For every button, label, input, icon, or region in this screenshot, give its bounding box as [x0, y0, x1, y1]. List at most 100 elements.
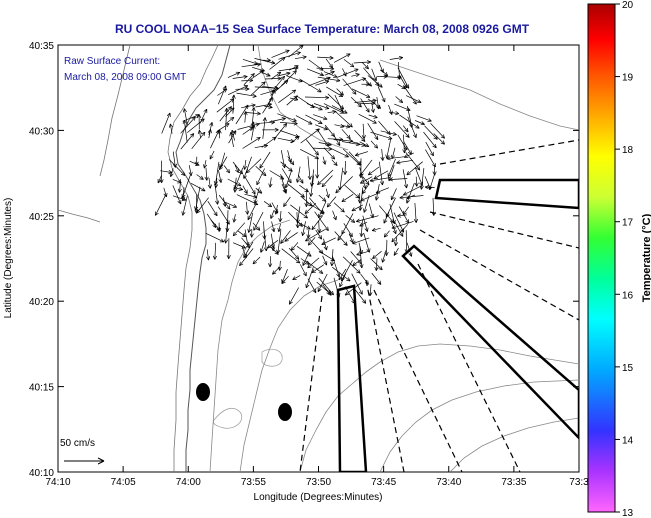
- current-vector-head: [368, 291, 371, 296]
- current-vector: [377, 86, 386, 103]
- current-vector-head: [206, 176, 209, 181]
- current-vector-head: [381, 258, 383, 263]
- current-vector: [294, 56, 307, 60]
- current-vector: [399, 75, 408, 89]
- current-vector: [214, 242, 217, 260]
- current-vector: [336, 68, 359, 78]
- current-vector-head: [256, 182, 261, 186]
- current-vector-head: [319, 120, 323, 124]
- current-vector-head: [278, 217, 281, 222]
- current-vector: [354, 129, 366, 142]
- current-vector-head: [358, 174, 362, 179]
- current-vector: [241, 237, 251, 249]
- current-vector-head: [184, 120, 187, 124]
- isobath-3: [299, 343, 579, 472]
- current-vector-head: [305, 214, 308, 219]
- current-vector-head: [242, 244, 246, 249]
- x-tick-label: 73:55: [241, 477, 266, 488]
- current-vector-head: [375, 189, 379, 194]
- current-vector: [333, 277, 340, 298]
- current-vector: [362, 215, 368, 232]
- current-vector-head: [247, 210, 250, 215]
- current-vector-head: [196, 161, 199, 166]
- current-vector-head: [222, 85, 227, 89]
- current-vector-head: [281, 279, 284, 284]
- current-vector: [278, 89, 296, 103]
- current-vector: [359, 246, 363, 269]
- current-vector: [286, 95, 298, 106]
- current-vector-head: [404, 249, 408, 254]
- current-vector-head: [197, 114, 200, 119]
- current-vector: [272, 267, 280, 275]
- current-vector-head: [202, 187, 206, 192]
- current-vector-head: [256, 62, 261, 65]
- current-vector-head: [251, 103, 256, 106]
- current-vector: [215, 161, 220, 185]
- current-vector-head: [178, 179, 182, 183]
- current-vector: [227, 71, 240, 78]
- current-vector-head: [305, 284, 310, 289]
- current-vector-head: [312, 290, 317, 294]
- current-vector: [255, 165, 267, 177]
- current-vector: [394, 103, 411, 111]
- current-vector: [386, 139, 392, 159]
- current-vector-head: [385, 71, 389, 76]
- current-vector-head: [373, 175, 377, 180]
- current-vector: [414, 120, 425, 125]
- current-vector-head: [215, 184, 219, 188]
- current-vector-head: [371, 101, 376, 104]
- current-vector-head: [360, 197, 364, 201]
- current-vector: [307, 229, 310, 239]
- current-vector-head: [273, 227, 276, 232]
- current-vector-head: [256, 113, 261, 116]
- radial-line: [417, 263, 521, 472]
- current-vector-head: [311, 271, 316, 274]
- current-vector-head: [372, 98, 377, 101]
- current-vector-head: [267, 72, 271, 77]
- current-vector: [348, 233, 354, 243]
- x-tick-label: 73:3: [569, 477, 589, 488]
- current-vector-head: [182, 108, 185, 113]
- current-vector-head: [323, 197, 327, 202]
- colorbar-tick-label: 17: [622, 218, 634, 229]
- current-vector-head: [317, 151, 319, 156]
- current-vector-head: [274, 129, 279, 132]
- current-vector-head: [238, 189, 243, 191]
- current-vector-head: [359, 232, 362, 237]
- current-vector: [397, 134, 408, 151]
- current-vector-head: [351, 207, 355, 212]
- current-vector-head: [281, 117, 286, 119]
- current-vector: [241, 63, 261, 68]
- current-vector: [237, 123, 260, 130]
- current-vector-head: [264, 117, 267, 122]
- current-vector-head: [271, 60, 276, 64]
- current-vector-head: [318, 236, 322, 240]
- y-tick-label: 40:30: [29, 126, 54, 137]
- current-vector-head: [307, 241, 310, 246]
- colorbar-tick-label: 18: [622, 145, 634, 156]
- current-vector-head: [418, 166, 421, 171]
- current-vector-head: [295, 95, 298, 100]
- current-vector: [306, 68, 324, 76]
- current-vector-head: [256, 136, 261, 139]
- x-tick-label: 73:35: [501, 477, 526, 488]
- current-vector-head: [402, 212, 407, 216]
- current-vector-head: [234, 188, 238, 193]
- current-vector-head: [340, 210, 345, 213]
- current-vector: [182, 114, 200, 122]
- current-vector: [278, 67, 299, 72]
- current-vector: [280, 161, 293, 172]
- current-vector-head: [226, 108, 229, 113]
- current-vector-head: [366, 60, 371, 63]
- current-vector: [363, 67, 380, 87]
- current-vector: [172, 185, 182, 205]
- current-vector-head: [393, 241, 396, 246]
- current-vector-head: [252, 104, 256, 108]
- current-vector-head: [262, 174, 267, 177]
- current-vector: [335, 111, 353, 128]
- current-vector-head: [297, 259, 301, 264]
- current-vector-head: [399, 233, 404, 237]
- coastline: [175, 45, 231, 472]
- current-vector-head: [415, 100, 417, 105]
- current-vector: [362, 176, 370, 185]
